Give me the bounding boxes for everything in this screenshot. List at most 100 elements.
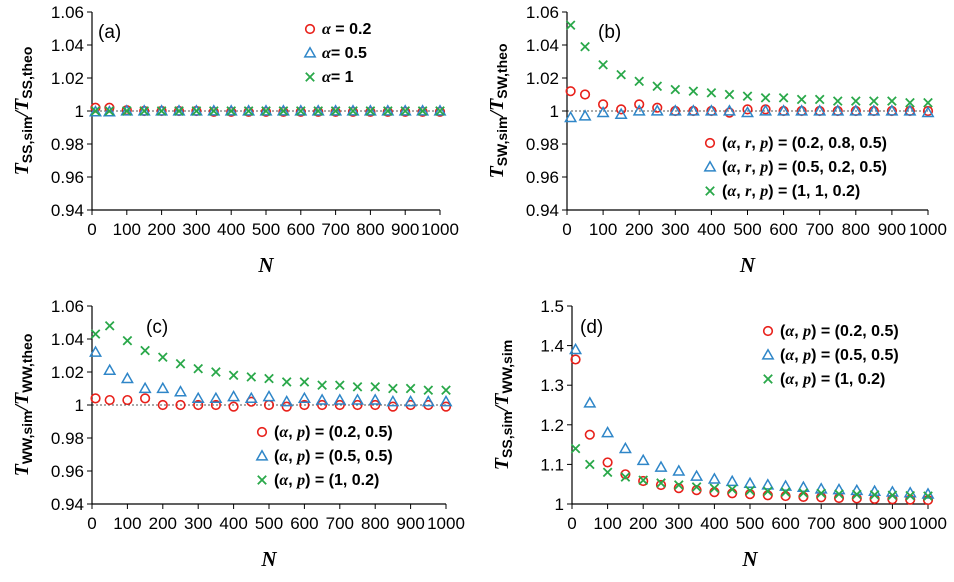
data-point — [570, 443, 581, 454]
y-tick-label: 1.06 — [51, 3, 84, 22]
data-point — [262, 390, 276, 402]
data-point — [334, 380, 345, 391]
legend-entry: α = 0.2 — [322, 21, 371, 38]
x-axis-label: N — [739, 253, 756, 277]
x-tick-label: 200 — [629, 514, 657, 533]
data-point — [224, 104, 238, 116]
data-point — [620, 469, 631, 480]
data-point — [565, 86, 576, 97]
data-point — [370, 382, 381, 392]
data-point — [887, 96, 897, 106]
legend-marker — [763, 374, 773, 384]
data-point — [404, 394, 418, 407]
data-point — [156, 106, 167, 116]
data-point — [796, 480, 810, 493]
data-point — [405, 383, 416, 394]
panel-label: (a) — [98, 22, 121, 43]
data-point — [88, 105, 102, 117]
data-point — [598, 59, 608, 70]
data-point — [281, 401, 292, 412]
data-point — [120, 104, 134, 116]
data-point — [850, 96, 861, 106]
x-axis-label: N — [257, 253, 274, 277]
data-point — [813, 104, 827, 116]
data-point — [614, 107, 628, 119]
data-point — [618, 441, 632, 454]
data-point — [281, 377, 292, 387]
y-axis-label: TSS,sim/TWW,sim — [491, 340, 515, 470]
legend-marker — [305, 72, 315, 82]
data-point — [102, 105, 116, 117]
data-point — [650, 104, 664, 116]
data-point — [208, 106, 219, 116]
legend-marker — [705, 186, 715, 196]
data-point — [352, 399, 363, 411]
x-tick-label: 300 — [665, 514, 693, 533]
data-point — [137, 104, 151, 116]
x-tick-label: 0 — [562, 220, 571, 239]
data-point — [834, 489, 844, 499]
data-point — [779, 479, 793, 491]
x-tick-label: 400 — [697, 220, 725, 239]
data-point — [90, 106, 101, 116]
data-point — [578, 109, 592, 121]
data-point — [583, 396, 597, 408]
x-tick-label: 700 — [321, 220, 349, 239]
y-tick-label: 0.98 — [526, 135, 559, 154]
chart-panel-d: 1 1.1 1.2 1.3 1.4 1.5 0 100 200 300 400 500 600 700 80… — [491, 297, 947, 571]
legend-entry: (α, p) = (1, 0.2) — [274, 472, 379, 489]
data-point — [727, 484, 738, 495]
data-point — [905, 490, 916, 501]
series-cross — [90, 320, 451, 395]
x-tick-label: 800 — [356, 220, 384, 239]
data-point — [294, 104, 308, 116]
data-point — [104, 394, 115, 406]
data-point — [439, 394, 453, 407]
x-tick-label: 900 — [391, 220, 419, 239]
data-point — [104, 320, 115, 331]
data-point — [156, 381, 170, 394]
data-point — [191, 391, 205, 404]
data-point — [315, 393, 329, 405]
data-point — [707, 472, 721, 484]
data-point — [416, 104, 430, 116]
data-point — [638, 475, 649, 486]
data-point — [299, 399, 310, 411]
data-point — [742, 91, 753, 101]
series-triangle — [88, 104, 447, 117]
data-point — [246, 372, 257, 382]
data-point — [433, 104, 447, 116]
data-point — [400, 106, 411, 116]
data-point — [654, 460, 668, 472]
data-point — [869, 490, 880, 500]
data-point — [388, 383, 398, 394]
y-tick-label: 0.94 — [51, 201, 84, 220]
data-point — [175, 399, 186, 411]
data-point — [440, 401, 452, 412]
data-point — [299, 377, 310, 387]
data-point — [330, 106, 341, 116]
legend-entry: (α, p) = (0.2, 0.5) — [274, 424, 393, 441]
data-point — [363, 104, 377, 116]
legend-marker — [303, 46, 317, 58]
data-point — [668, 104, 682, 116]
y-tick-label: 1.4 — [540, 337, 564, 356]
data-point — [90, 393, 101, 404]
y-tick-label: 1.1 — [540, 455, 564, 474]
y-tick-label: 0.94 — [526, 201, 559, 220]
data-point — [346, 104, 360, 116]
data-point — [759, 104, 773, 116]
data-point — [421, 394, 435, 407]
data-point — [334, 399, 345, 411]
data-point — [564, 110, 578, 123]
data-point — [317, 399, 328, 411]
y-tick-label: 1 — [550, 102, 559, 121]
data-point — [745, 485, 755, 496]
data-point — [655, 479, 667, 491]
legend-entry: (α, p) = (0.2, 0.5) — [780, 323, 899, 340]
data-point — [348, 106, 358, 116]
y-tick-label: 0.96 — [51, 462, 84, 481]
data-point — [780, 487, 791, 497]
data-point — [351, 393, 364, 405]
x-tick-label: 900 — [878, 514, 906, 533]
